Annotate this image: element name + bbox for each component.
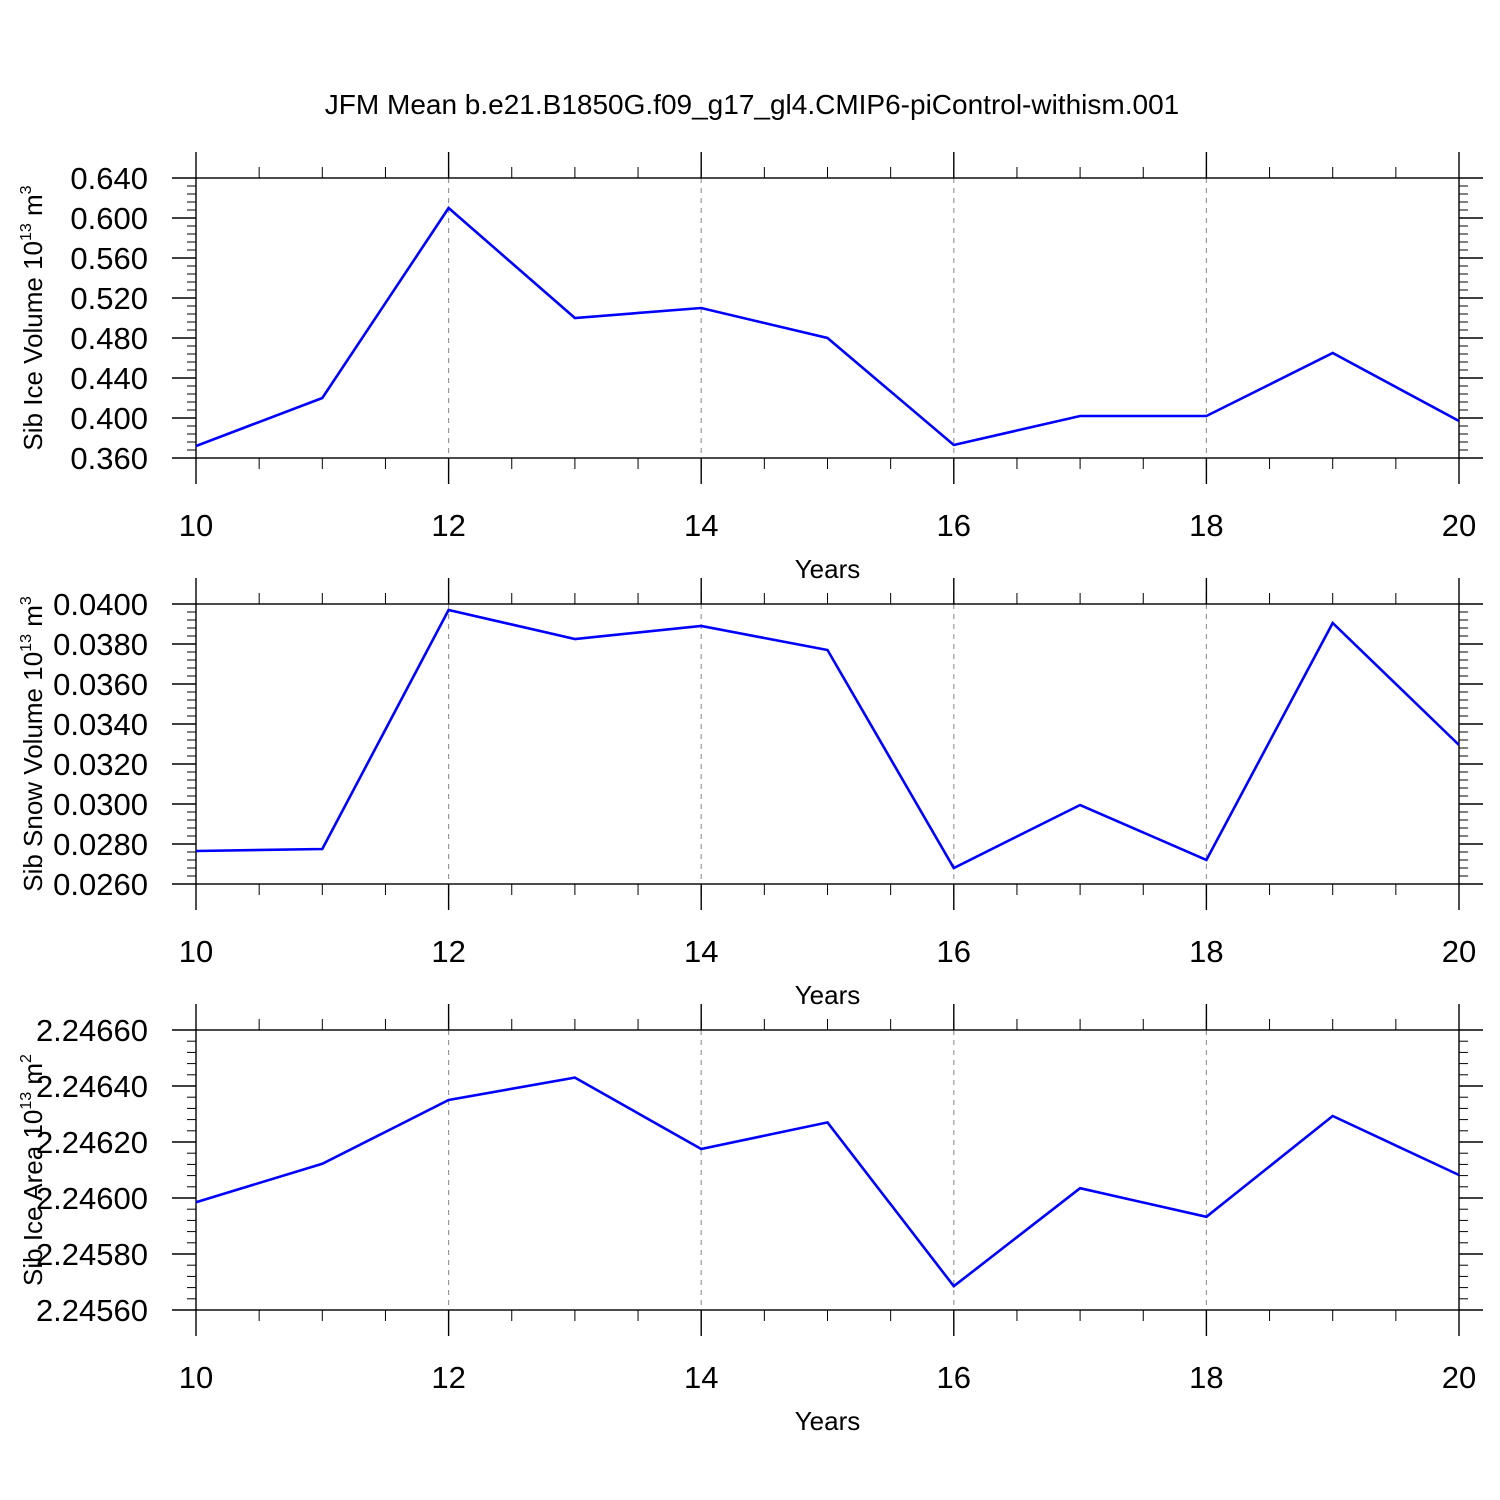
y-tick-label: 0.560 [70,241,148,276]
y-tick-label: 0.400 [70,401,148,436]
y-tick-label: 0.0280 [53,827,148,862]
y-tick-label: 2.24600 [36,1181,148,1216]
panel-2: 0.0260 0.0280 0.0300 0.0320 0.0340 0.0360 0.03… [18,578,1483,1010]
series-line [196,608,1459,870]
x-tick-label: 18 [1189,1360,1223,1395]
chart-title: JFM Mean b.e21.B1850G.f09_g17_gl4.CMIP6-… [325,89,1179,120]
y-tick-label: 2.24580 [36,1237,148,1272]
y-tick-label: 2.24660 [36,1013,148,1048]
x-axis-label: Years [795,1406,861,1436]
x-tick-label: 18 [1189,508,1223,543]
x-tick-label: 20 [1442,934,1476,969]
y-tick-label: 0.0320 [53,747,148,782]
x-tick-label: 18 [1189,934,1223,969]
plot-frame [195,177,1460,459]
x-tick-label: 20 [1442,508,1476,543]
y-tick-label: 0.360 [70,441,148,476]
y-tick-label: 2.24620 [36,1125,148,1160]
y-axis-label: Sib Snow Volume 1013 m3 [18,596,48,892]
x-tick-label: 10 [179,934,213,969]
y-tick-label: 0.440 [70,361,148,396]
x-tick-label: 12 [431,1360,465,1395]
y-tick-label: 0.640 [70,161,148,196]
x-tick-label: 12 [431,934,465,969]
x-tick-label: 16 [937,508,971,543]
y-tick-label: 0.0260 [53,867,148,902]
y-tick-label: 0.480 [70,321,148,356]
y-axis-label: Sib Ice Volume 1013 m3 [18,185,48,450]
x-tick-label: 14 [684,508,718,543]
y-tick-label: 0.0340 [53,707,148,742]
y-tick-label: 0.0400 [53,587,148,622]
y-tick-label: 0.520 [70,281,148,316]
x-tick-label: 20 [1442,1360,1476,1395]
x-tick-label: 16 [937,1360,971,1395]
x-axis-label: Years [795,554,861,584]
plot-frame [195,1029,1460,1311]
series-line [196,206,1459,448]
y-tick-label: 0.600 [70,201,148,236]
y-tick-label: 0.0360 [53,667,148,702]
y-tick-label: 2.24640 [36,1069,148,1104]
panel-1: 0.360 0.400 0.440 0.480 0.520 0.560 0.600 0.640… [18,152,1483,584]
x-tick-label: 10 [179,508,213,543]
x-tick-label: 12 [431,508,465,543]
series-line [196,1076,1459,1289]
panel-3: 2.24560 2.24580 2.24600 2.24620 2.24640 2.246… [18,1004,1483,1436]
x-tick-label: 14 [684,934,718,969]
y-tick-label: 0.0300 [53,787,148,822]
x-tick-label: 10 [179,1360,213,1395]
y-axis-label: Sib Ice Area 1013 m2 [18,1054,48,1286]
y-tick-label: 2.24560 [36,1293,148,1328]
x-axis-label: Years [795,980,861,1010]
x-tick-label: 14 [684,1360,718,1395]
x-tick-label: 16 [937,934,971,969]
y-tick-label: 0.0380 [53,627,148,662]
